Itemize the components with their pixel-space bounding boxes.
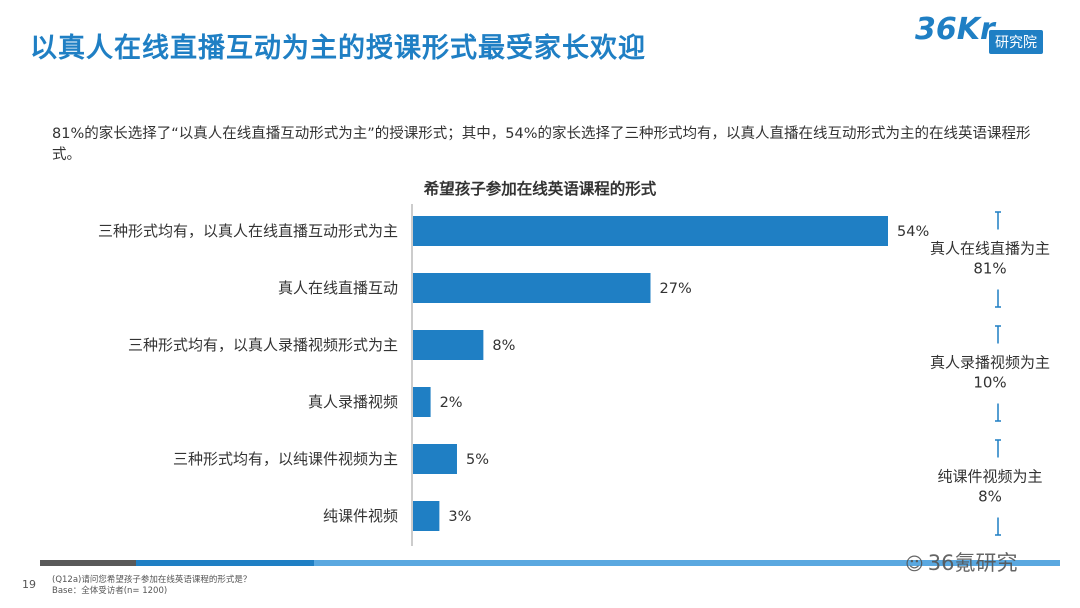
wechat-icon: ☺ <box>905 554 924 575</box>
footer-bar-light <box>314 560 1060 566</box>
page-number: 19 <box>22 578 36 591</box>
category-label: 三种形式均有，以真人在线直播互动形式为主 <box>98 222 398 240</box>
footer-bar-blue <box>136 560 314 566</box>
group-value: 81% <box>973 260 1006 278</box>
bar <box>413 216 888 246</box>
footnote-question: (Q12a)请问您希望孩子参加在线英语课程的形式是？ <box>52 575 252 585</box>
group-label: 纯课件视频为主 <box>937 468 1042 486</box>
group-label: 真人录播视频为主 <box>930 354 1050 372</box>
category-label: 真人录播视频 <box>308 393 398 411</box>
category-label: 纯课件视频 <box>323 507 398 525</box>
group-bracket <box>995 211 1001 308</box>
value-label: 2% <box>440 395 463 411</box>
bar <box>413 273 651 303</box>
category-label: 真人在线直播互动 <box>278 279 398 297</box>
brand-logo: 36Kr 研究院 <box>915 12 1065 60</box>
bar <box>413 330 484 360</box>
logo-mark: 36Kr <box>915 12 995 47</box>
group-value: 10% <box>973 374 1006 392</box>
group-label: 真人在线直播为主 <box>930 240 1050 258</box>
category-label: 三种形式均有，以真人录播视频形式为主 <box>128 336 398 354</box>
watermark-text: 36氪研究 <box>927 551 1018 575</box>
value-label: 54% <box>897 224 929 240</box>
bar-chart: 三种形式均有，以真人在线直播互动形式为主 54% 真人在线直播互动 27% 三种形式均有… <box>98 204 1050 546</box>
logo-subtitle: 研究院 <box>989 30 1043 54</box>
value-label: 27% <box>660 281 692 297</box>
page-title: 以真人在线直播互动为主的授课形式最受家长欢迎 <box>30 33 646 64</box>
footer-bar-dark <box>40 560 136 566</box>
bar <box>413 501 440 531</box>
bar <box>413 387 431 417</box>
group-bracket <box>995 325 1001 422</box>
bar <box>413 444 457 474</box>
value-label: 8% <box>492 338 515 354</box>
group-bracket <box>995 439 1001 536</box>
value-label: 5% <box>466 452 489 468</box>
footnote-base: Base：全体受访者(n= 1200) <box>52 586 168 596</box>
group-value: 8% <box>978 488 1002 506</box>
intro-text: 81%的家长选择了“以真人在线直播互动形式为主”的授课形式；其中，54%的家长选… <box>52 126 1031 163</box>
watermark: ☺ 36氪研究 <box>905 547 1018 577</box>
value-label: 3% <box>448 509 471 525</box>
footnote: (Q12a)请问您希望孩子参加在线英语课程的形式是？ Base：全体受访者(n=… <box>52 575 251 597</box>
category-label: 三种形式均有，以纯课件视频为主 <box>173 450 398 468</box>
chart-title: 希望孩子参加在线英语课程的形式 <box>423 180 657 198</box>
